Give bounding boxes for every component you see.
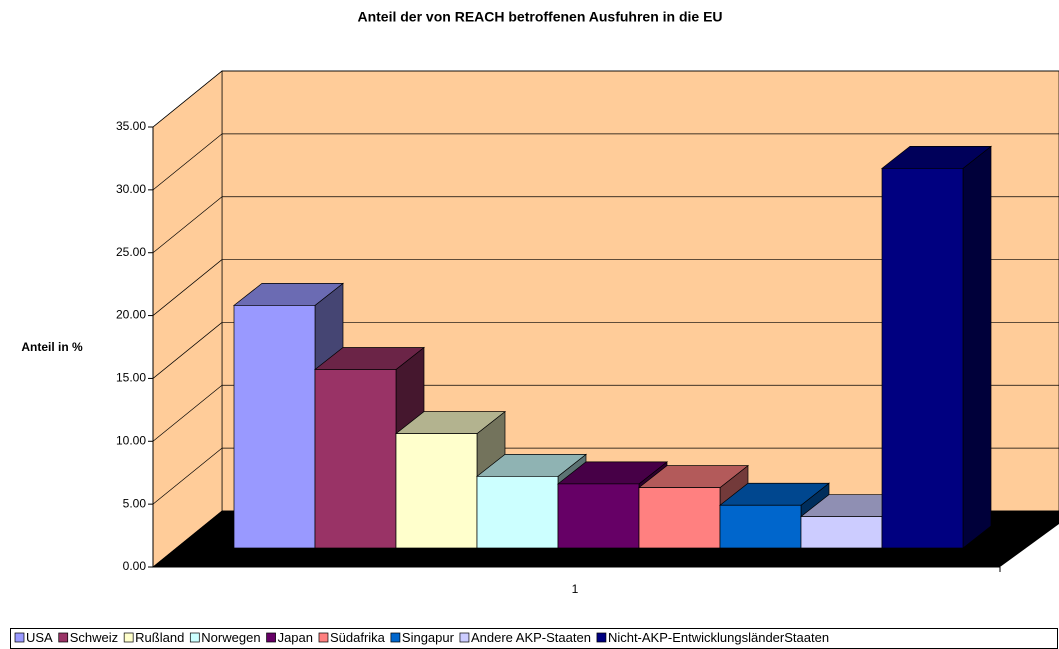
legend-label: Rußland [135, 630, 184, 645]
legend-label: Japan [278, 630, 313, 645]
grid-line [152, 70, 223, 128]
grid-line [152, 322, 223, 379]
legend-swatch [266, 632, 276, 643]
legend-label: Nicht-AKP-EntwicklungsländerStaaten [608, 630, 829, 645]
chart-title: Anteil der von REACH betroffenen Ausfuhr… [357, 9, 722, 25]
legend-swatch [58, 632, 69, 643]
bar-front [314, 369, 397, 549]
legend-label: Singapur [402, 630, 455, 645]
bar-front [638, 487, 721, 549]
legend-swatch [123, 632, 134, 643]
bar-front [395, 433, 478, 549]
grid-line [152, 447, 223, 505]
bar [880, 145, 993, 549]
y-tick-label: 5.00 [123, 496, 147, 510]
y-tick-label: 20.00 [116, 308, 146, 322]
grid-line [152, 385, 223, 442]
legend-swatch [596, 632, 607, 643]
legend-label: Norwegen [201, 630, 260, 645]
legend-swatch [459, 632, 470, 643]
y-tick-label: 10.00 [116, 433, 146, 447]
y-tick-label: 35.00 [116, 119, 146, 133]
y-tick-label: 30.00 [116, 182, 146, 196]
legend-swatch [14, 632, 25, 643]
bar-front [233, 305, 316, 549]
bar-front [719, 504, 802, 549]
x-tick-label: 1 [572, 582, 579, 596]
bar-front [881, 167, 964, 549]
legend-swatch [318, 632, 329, 643]
y-tick-label: 15.00 [116, 371, 146, 385]
grid-line [152, 259, 223, 316]
side-wall [152, 70, 223, 568]
bar-front [800, 516, 883, 549]
y-tick-label: 25.00 [116, 245, 146, 259]
legend-label: USA [26, 630, 53, 645]
y-axis-label: Anteil in % [21, 340, 83, 354]
legend-swatch [390, 632, 401, 643]
bar-front [476, 475, 559, 549]
bar-front [557, 483, 640, 549]
legend-label: Südafrika [330, 630, 386, 645]
y-tick-label: 0.00 [123, 559, 147, 573]
grid-line [152, 196, 223, 253]
bar [637, 464, 750, 549]
legend-swatch [189, 632, 200, 643]
legend-label: Schweiz [70, 630, 118, 645]
bar-side [962, 145, 992, 549]
grid-line [152, 133, 223, 191]
legend-label: Andere AKP-Staaten [471, 630, 591, 645]
